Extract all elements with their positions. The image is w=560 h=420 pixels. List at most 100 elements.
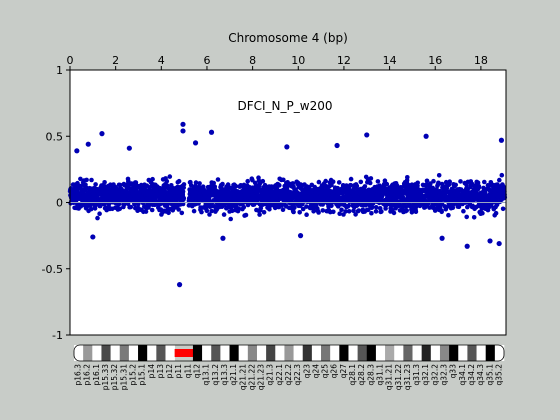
ideogram-band [183,349,194,357]
data-point [128,204,134,210]
data-point [221,212,227,217]
ideogram-band [174,349,185,357]
data-point [348,176,354,182]
data-point [280,207,286,212]
data-point [480,210,485,216]
band-label: q35.1 [485,364,494,386]
data-point [351,208,356,214]
outlier-point [176,282,183,288]
data-point [415,180,421,186]
data-point [102,180,107,185]
y-tick-label: -1 [52,329,63,342]
ideogram-band [238,345,249,361]
data-point [379,209,384,214]
ideogram-band [128,345,139,361]
ideogram-band [202,345,212,361]
data-point [166,210,171,216]
data-point [375,179,381,184]
data-point [297,210,303,215]
data-point [164,179,170,184]
data-point [358,179,364,185]
ideogram-band [220,345,230,361]
data-point [393,206,399,211]
band-label: q33 [449,364,458,379]
data-point [279,203,285,208]
data-point [343,209,348,214]
band-label: q13.1 [202,364,211,386]
data-point [117,182,123,188]
data-point [241,204,247,210]
outlier-point [99,131,105,137]
x-axis-top: 0 2 4 6 8 10 12 14 16 18 [67,54,488,70]
band-label: q22.3 [293,364,302,386]
outlier-point [208,129,215,135]
data-point [428,181,433,186]
data-point [373,209,379,214]
band-label: q21.22 [247,364,256,390]
data-point [431,178,436,184]
data-point [311,209,316,214]
data-point [464,214,470,220]
outlier-point [192,140,199,146]
data-point [304,212,309,217]
data-point [369,210,374,216]
outlier-point [85,141,91,147]
ideogram-band [83,345,93,361]
data-point [362,184,368,189]
ideogram-band [92,345,102,361]
data-point [209,208,214,214]
outlier-point [487,238,493,244]
data-point [316,210,321,215]
data-point [356,208,362,213]
data-point [117,206,123,212]
band-label: q34.1 [458,364,467,386]
outlier-point [364,132,370,138]
ideogram-band [467,345,477,361]
ideogram-band [110,345,121,361]
x-tick-label: 0 [67,54,74,67]
x-tick-label: 12 [337,54,351,67]
outlier-point [220,235,226,241]
data-point [211,180,216,186]
data-point [382,178,388,183]
ideogram-band [147,345,157,361]
data-point [331,209,336,215]
data-point [149,207,155,213]
ideogram-band [293,345,304,361]
band-label: p16.3 [74,364,83,386]
data-point [191,208,197,214]
ideogram-band [266,345,276,361]
ideogram-band [247,345,258,361]
data-point [179,210,185,216]
data-point [292,205,297,210]
band-label: q31.3 [412,364,421,386]
outlier-point [90,234,96,240]
data-point [89,177,94,183]
data-point [330,179,336,184]
band-label: p11 [174,364,183,379]
x-tick-label: 2 [112,54,119,67]
ideogram-band [275,345,285,361]
data-point [243,212,249,218]
band-label: q27 [339,364,348,379]
data-point [215,177,221,182]
ideogram-band [458,345,468,361]
band-label: q28.3 [366,364,375,386]
data-point [447,179,453,184]
outlier-point [180,121,186,127]
data-point [497,177,502,183]
ideogram-band [366,345,377,361]
data-point [336,180,342,185]
band-label: q34.3 [476,364,485,386]
ideogram-band [449,345,459,361]
data-point [501,185,507,190]
ideogram-band [192,345,203,361]
data-point [424,178,430,184]
data-point [391,210,397,216]
ideogram-band [339,345,349,361]
data-point [245,178,250,184]
data-point [281,177,286,183]
data-point [323,178,329,184]
x-tick-label: 8 [249,54,256,67]
data-point [404,208,410,213]
